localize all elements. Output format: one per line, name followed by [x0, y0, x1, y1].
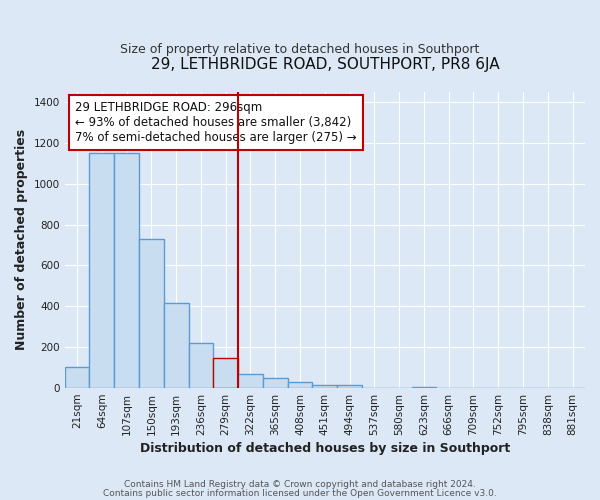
Text: Contains HM Land Registry data © Crown copyright and database right 2024.: Contains HM Land Registry data © Crown c… [124, 480, 476, 489]
Bar [287, 382, 313, 388]
Y-axis label: Number of detached properties: Number of detached properties [15, 130, 28, 350]
Bar [238, 374, 263, 388]
Bar [164, 304, 188, 388]
Bar [139, 239, 164, 388]
Title: 29, LETHBRIDGE ROAD, SOUTHPORT, PR8 6JA: 29, LETHBRIDGE ROAD, SOUTHPORT, PR8 6JA [151, 58, 499, 72]
Bar [114, 153, 139, 388]
Bar [188, 343, 214, 388]
Bar [263, 378, 287, 388]
Bar [313, 385, 337, 388]
Bar [65, 366, 89, 388]
Bar [214, 358, 238, 388]
Bar [89, 153, 114, 388]
Text: Size of property relative to detached houses in Southport: Size of property relative to detached ho… [121, 42, 479, 56]
Text: 29 LETHBRIDGE ROAD: 296sqm
← 93% of detached houses are smaller (3,842)
7% of se: 29 LETHBRIDGE ROAD: 296sqm ← 93% of deta… [75, 100, 356, 144]
Bar [337, 385, 362, 388]
Bar [412, 387, 436, 388]
Text: Contains public sector information licensed under the Open Government Licence v3: Contains public sector information licen… [103, 488, 497, 498]
X-axis label: Distribution of detached houses by size in Southport: Distribution of detached houses by size … [140, 442, 510, 455]
